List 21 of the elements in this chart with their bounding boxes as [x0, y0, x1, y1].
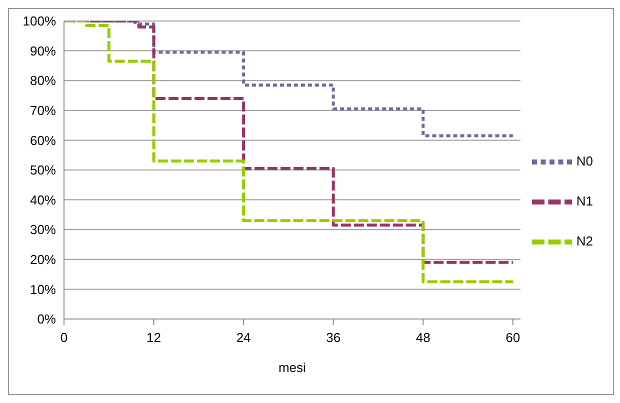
x-tick-label: 36 [326, 330, 341, 346]
y-tick-label: 90% [30, 43, 56, 58]
legend-label: N0 [576, 152, 593, 168]
legend-label: N2 [576, 232, 593, 248]
x-tick-label: 12 [146, 330, 162, 346]
x-tick-label: 48 [416, 330, 430, 346]
y-tick-label: 0% [37, 312, 56, 327]
y-tick-label: 60% [30, 132, 56, 148]
x-axis-title: mesi [278, 360, 306, 375]
y-tick-label: 70% [30, 103, 56, 118]
y-tick-label: 30% [30, 222, 56, 238]
y-tick-label: 40% [30, 192, 56, 208]
y-tick-label: 20% [30, 252, 56, 268]
x-tick-label: 24 [236, 330, 251, 346]
y-tick-label: 50% [30, 162, 56, 178]
y-tick-label: 100% [22, 14, 56, 29]
legend-label: N1 [576, 192, 593, 208]
y-tick-label: 10% [30, 282, 56, 297]
x-tick-label: 0 [60, 330, 68, 346]
y-tick-label: 80% [30, 73, 56, 88]
x-tick-label: 60 [506, 330, 520, 346]
